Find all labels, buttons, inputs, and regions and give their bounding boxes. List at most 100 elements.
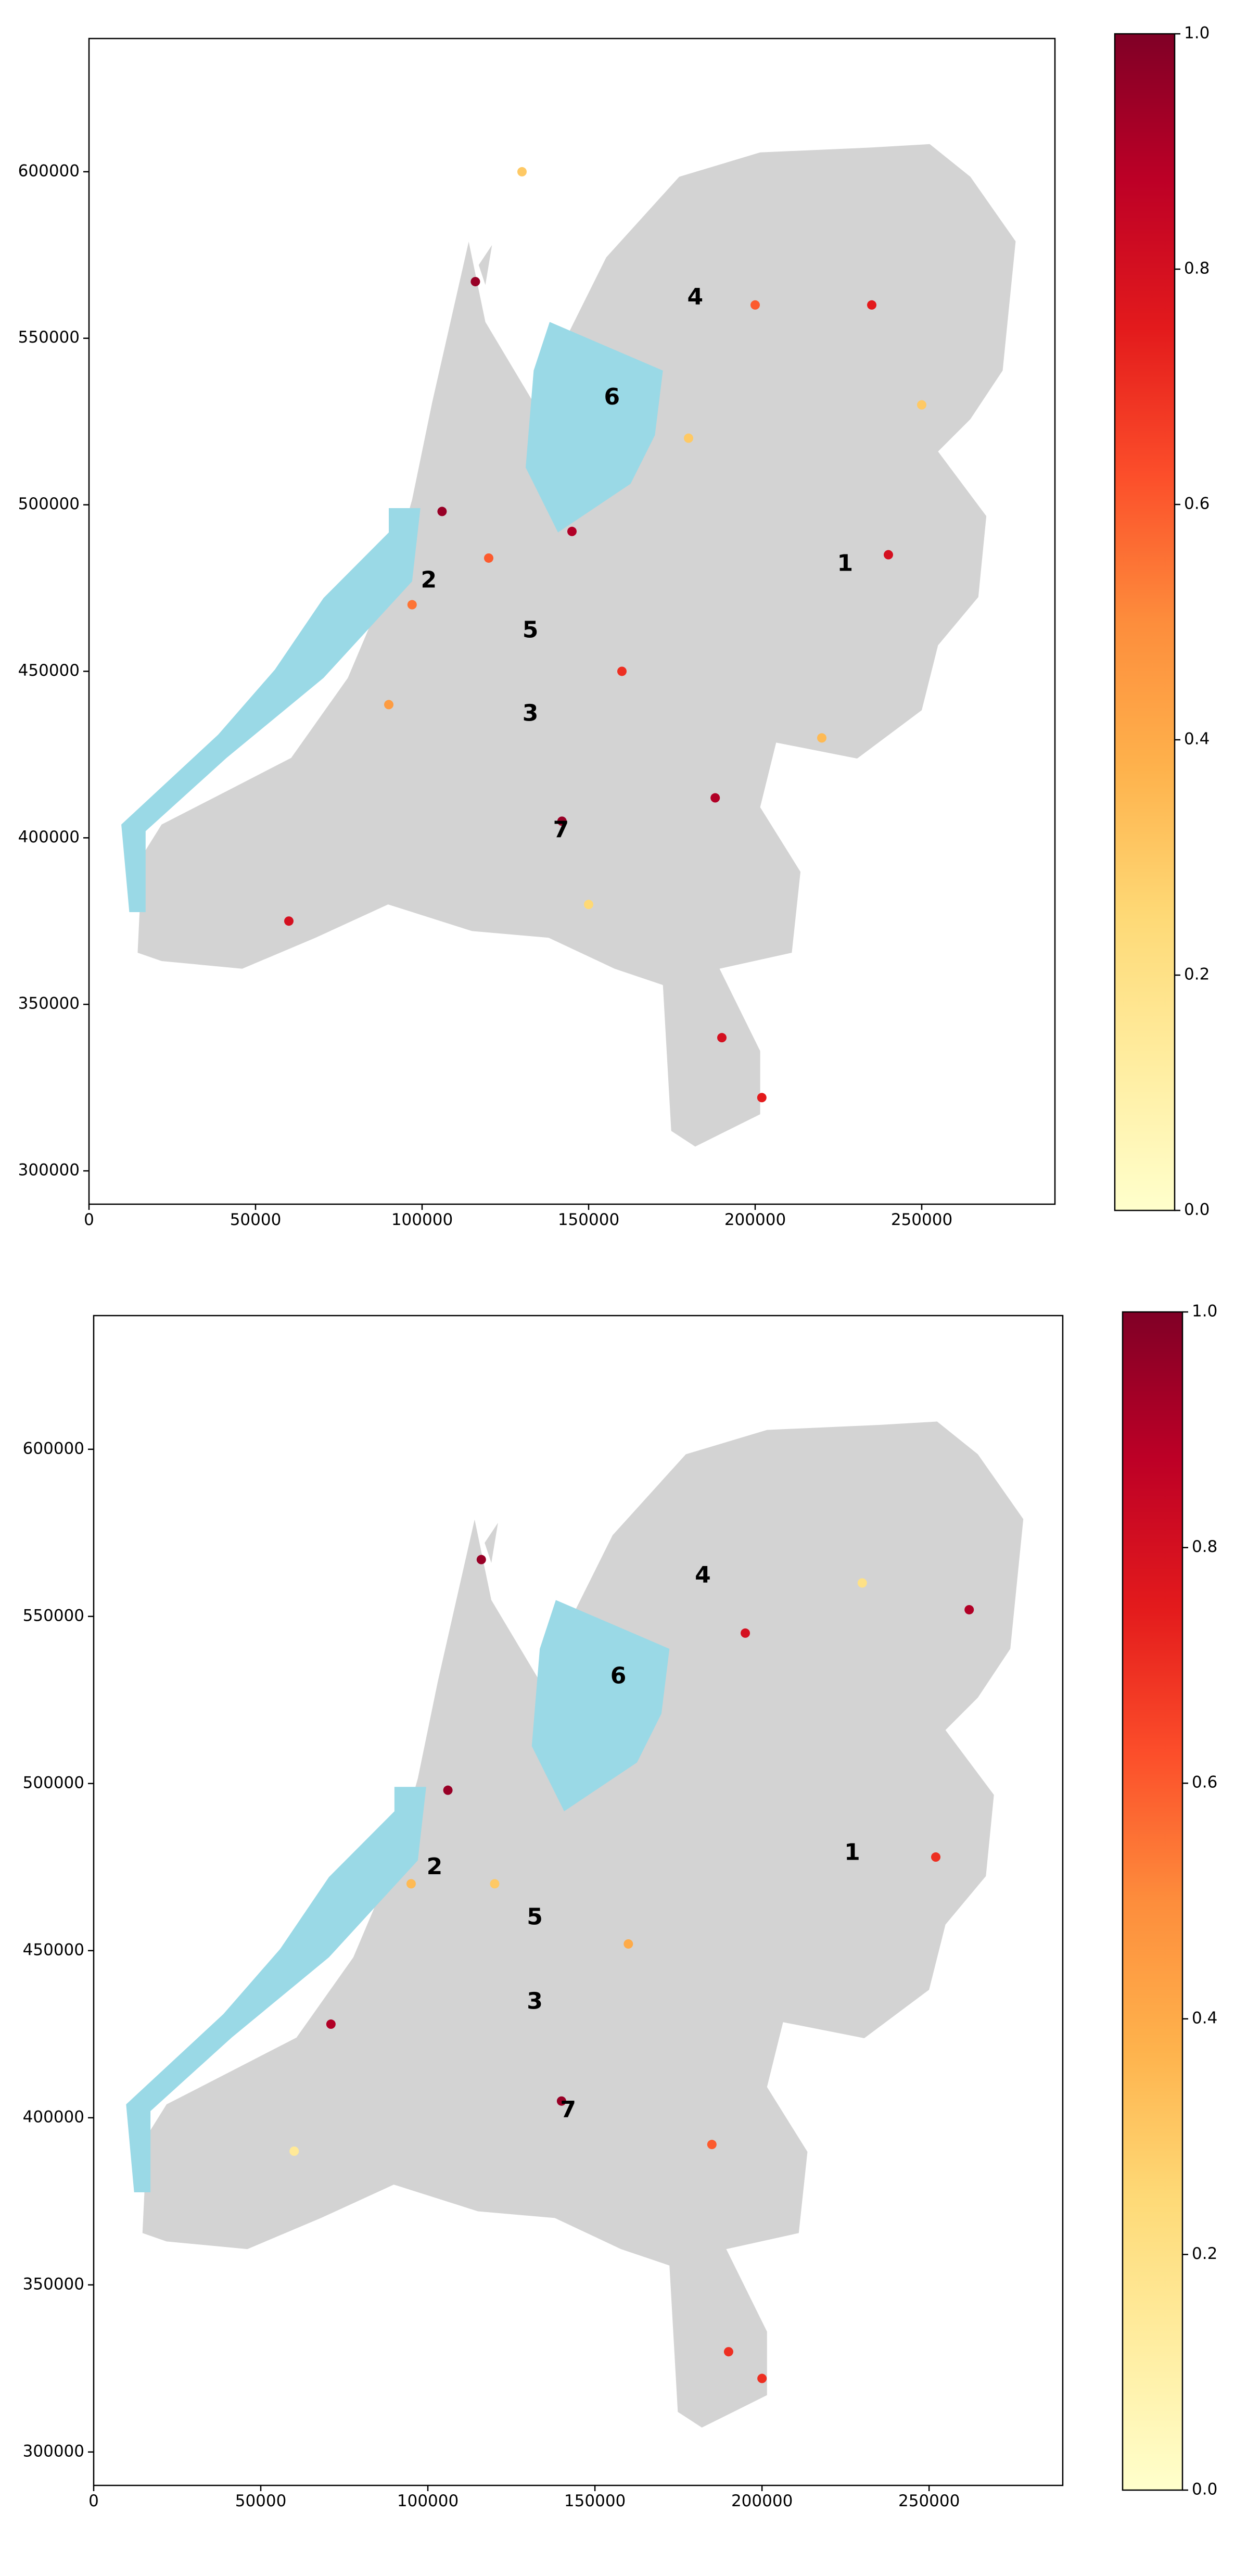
y-tick-label: 550000: [18, 328, 80, 347]
x-tick-label: 100000: [397, 2492, 459, 2510]
data-point: [470, 276, 480, 286]
data-point: [723, 2347, 733, 2357]
x-tick-label: 200000: [724, 1210, 786, 1229]
data-point: [857, 1578, 867, 1588]
y-tick-label: 400000: [23, 2107, 84, 2126]
data-point: [517, 167, 527, 176]
colorbar-tick-label: 0.0: [1192, 2480, 1217, 2499]
x-tick-label: 100000: [391, 1210, 453, 1229]
x-tick-label: 0: [84, 1210, 94, 1229]
x-tick-label: 200000: [731, 2492, 793, 2510]
x-tick-label: 0: [88, 2492, 99, 2510]
land: [142, 1421, 1024, 2428]
data-point: [384, 700, 393, 710]
region-label: 4: [687, 284, 703, 310]
region-label: 3: [523, 700, 539, 727]
data-point: [406, 1879, 416, 1889]
data-point: [289, 2146, 299, 2156]
colorbar-tick-label: 0.8: [1192, 1537, 1217, 1556]
map-panel: 1 2 3 4 5 6 7 0 50000 100000 150000 200000 250000 300…: [23, 1302, 1218, 2511]
colorbar-tick-label: 0.8: [1184, 259, 1210, 278]
region-label: 3: [527, 1988, 543, 2014]
region-label: 4: [695, 1562, 711, 1588]
y-tick-label: 550000: [23, 1606, 84, 1625]
colorbar-tick-label: 0.2: [1184, 965, 1210, 984]
region-label: 7: [553, 817, 569, 843]
y-tick-label: 300000: [18, 1161, 80, 1180]
colorbar-tick-label: 0.4: [1192, 2009, 1217, 2027]
data-point: [964, 1605, 974, 1614]
data-point: [707, 2140, 717, 2150]
island: [485, 1523, 498, 1563]
x-tick-label: 50000: [230, 1210, 282, 1229]
land: [137, 144, 1016, 1147]
region-label: 6: [604, 384, 620, 410]
region-label: 2: [421, 567, 437, 594]
colorbar-tick-label: 1.0: [1192, 1302, 1217, 1321]
colorbar-tick-label: 0.6: [1192, 1773, 1217, 1792]
data-point: [884, 550, 893, 560]
region-label: 7: [560, 2097, 576, 2123]
y-tick-label: 500000: [18, 495, 80, 513]
region-label: 1: [837, 550, 853, 577]
axes-frame: [93, 1315, 1064, 2486]
y-tick-label: 600000: [23, 1439, 84, 1458]
island: [478, 245, 492, 285]
x-tick-label: 150000: [558, 1210, 619, 1229]
data-point: [617, 666, 627, 676]
y-tick-label: 350000: [18, 994, 80, 1013]
coastal-region: [126, 1787, 426, 2192]
x-tick-label: 50000: [235, 2492, 287, 2510]
axes-frame: [88, 37, 1056, 1205]
y-tick-label: 400000: [18, 828, 80, 847]
data-point: [584, 900, 593, 910]
data-point: [490, 1879, 500, 1889]
data-point: [917, 400, 926, 410]
data-point: [556, 2096, 566, 2106]
water-region: [531, 1600, 670, 1812]
data-point: [757, 2373, 767, 2383]
data-point: [741, 1628, 750, 1638]
region-label: 5: [527, 1904, 543, 1930]
colorbar-tick-label: 0.2: [1192, 2244, 1217, 2263]
colorbar: [1122, 1311, 1183, 2491]
colorbar-tick-label: 0.4: [1184, 730, 1210, 749]
data-point: [867, 300, 876, 310]
map-panel: 1 2 3 4 5 6 7 0 50000 100000 150000 200000 250000 300…: [18, 24, 1210, 1230]
x-tick-label: 150000: [564, 2492, 626, 2510]
water-region: [526, 322, 663, 533]
data-point: [326, 2019, 336, 2029]
data-point: [717, 1033, 727, 1043]
y-tick-label: 350000: [23, 2275, 84, 2293]
data-point: [407, 600, 417, 610]
data-point: [623, 1939, 633, 1949]
colorbar-tick-label: 0.0: [1184, 1201, 1210, 1219]
y-tick-label: 450000: [18, 661, 80, 680]
y-tick-label: 500000: [23, 1773, 84, 1792]
data-point: [437, 507, 447, 516]
colorbar-tick-label: 1.0: [1184, 24, 1210, 43]
region-label: 2: [427, 1853, 443, 1880]
data-point: [557, 816, 567, 826]
region-label: 1: [844, 1839, 860, 1866]
colorbar-tick-label: 0.6: [1184, 495, 1210, 513]
region-label: 5: [523, 617, 539, 643]
data-point: [284, 916, 294, 926]
data-point: [817, 733, 826, 743]
coastal-region: [121, 508, 421, 912]
data-point: [757, 1093, 767, 1103]
data-point: [750, 300, 760, 310]
x-tick-label: 250000: [891, 1210, 952, 1229]
data-point: [443, 1785, 453, 1795]
data-point: [484, 553, 493, 563]
data-point: [684, 433, 693, 443]
data-point: [476, 1555, 486, 1564]
data-point: [710, 793, 720, 803]
data-point: [567, 526, 577, 536]
y-tick-label: 300000: [23, 2442, 84, 2460]
data-point: [931, 1852, 941, 1862]
y-tick-label: 450000: [23, 1940, 84, 1959]
y-tick-label: 600000: [18, 161, 80, 180]
x-tick-label: 250000: [898, 2492, 960, 2510]
